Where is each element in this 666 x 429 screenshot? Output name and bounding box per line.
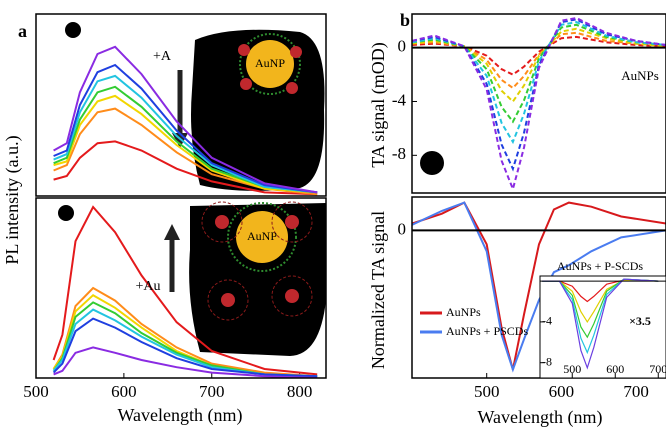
x-tick-label: 600 bbox=[606, 362, 624, 376]
series-line bbox=[53, 85, 318, 194]
plot-frame bbox=[35, 197, 327, 379]
series-line bbox=[52, 205, 318, 376]
y-axis-label: Normalized TA signal bbox=[368, 211, 388, 369]
annotation: AuNP bbox=[247, 229, 277, 243]
series-line bbox=[53, 74, 318, 194]
illustration-bottom bbox=[164, 201, 326, 356]
inset-background bbox=[540, 276, 666, 378]
series-line bbox=[52, 286, 318, 378]
series-group bbox=[53, 45, 318, 196]
x-axis-label: Wavelength (nm) bbox=[117, 405, 242, 426]
series-group bbox=[542, 278, 659, 370]
series-line bbox=[53, 63, 318, 194]
plot-frame bbox=[411, 13, 666, 194]
annotation: +Au bbox=[135, 279, 160, 294]
series-line bbox=[53, 45, 318, 194]
series-line bbox=[412, 18, 666, 172]
inset-title: AuNPs + P-SCDs bbox=[557, 259, 643, 273]
y-tick-label: -8 bbox=[542, 354, 552, 368]
x-axis-label: Wavelength (nm) bbox=[477, 407, 602, 428]
y-axis-label: TA signal (mOD) bbox=[368, 42, 389, 168]
series-line bbox=[412, 201, 666, 373]
panel: 500 600 700 0 Normalized TA signal Wavelength… bbox=[368, 196, 666, 428]
x-tick-label: 700 bbox=[649, 362, 666, 376]
x-tick-label: 500 bbox=[23, 382, 49, 401]
panel: a PL intensity (a.u.) +A AuNP bbox=[2, 13, 327, 265]
y-tick-label: 0 bbox=[398, 37, 407, 56]
panel-label: b bbox=[400, 10, 410, 30]
panel: 500 600 700 800 Wavelength (nm) +Au AuNP bbox=[23, 197, 327, 426]
series-group bbox=[52, 205, 318, 378]
series-line bbox=[53, 94, 318, 194]
annotation: ×3.5 bbox=[629, 314, 651, 328]
annotation: AuNP bbox=[255, 56, 285, 70]
annotation: AuNPs bbox=[621, 68, 659, 83]
x-tick-label: 800 bbox=[287, 382, 313, 401]
y-tick-label: -4 bbox=[392, 90, 407, 109]
annotation: +A bbox=[153, 49, 172, 64]
series-line bbox=[53, 107, 318, 196]
x-tick-label: 600 bbox=[549, 382, 575, 401]
series-group bbox=[412, 16, 666, 193]
illustration-top bbox=[172, 29, 325, 191]
plot-frame bbox=[539, 275, 666, 379]
y-tick-label: -4 bbox=[542, 314, 552, 328]
series-line bbox=[412, 16, 666, 193]
plot-frame bbox=[35, 13, 327, 197]
series-line bbox=[542, 278, 659, 370]
series-line bbox=[52, 317, 318, 378]
series-line bbox=[53, 346, 318, 378]
series-line bbox=[412, 23, 666, 124]
panel: 500 600 700 -4 -8 AuNPs + P-SCDs ×3.5 bbox=[539, 259, 666, 379]
x-tick-label: 700 bbox=[199, 382, 225, 401]
panel: 0 -4 -8 b TA signal (mOD) AuNPs bbox=[368, 10, 666, 194]
y-tick-label: -8 bbox=[392, 144, 406, 163]
x-tick-label: 500 bbox=[563, 362, 581, 376]
y-axis-label: PL intensity (a.u.) bbox=[2, 135, 23, 264]
y-tick-label: 0 bbox=[398, 219, 407, 238]
series-line bbox=[412, 27, 666, 104]
series-line bbox=[53, 140, 318, 196]
x-tick-label: 500 bbox=[474, 382, 500, 401]
legend-label: AuNPs + PSCDs bbox=[446, 324, 528, 338]
series-line bbox=[412, 21, 666, 145]
panel-label: a bbox=[18, 21, 27, 41]
x-tick-label: 700 bbox=[623, 382, 649, 401]
series-group bbox=[412, 201, 666, 373]
x-tick-label: 600 bbox=[111, 382, 137, 401]
plot-frame bbox=[411, 196, 666, 379]
legend-label: AuNPs bbox=[446, 305, 481, 319]
